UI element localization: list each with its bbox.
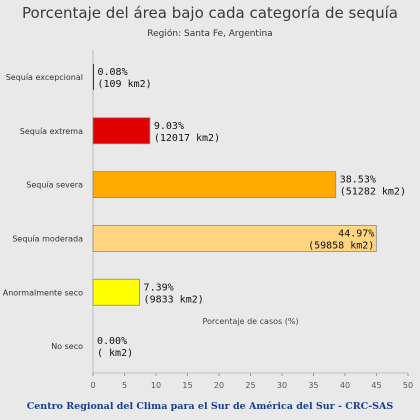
bar — [93, 63, 94, 90]
value-label: 9.03% — [154, 121, 184, 132]
bar — [92, 278, 140, 306]
value-label: 38.53% — [340, 175, 376, 186]
x-axis-label: Porcentaje de casos (%) — [202, 317, 298, 326]
category-label: Sequía extrema — [20, 127, 83, 136]
category-label: Sequía moderada — [12, 234, 83, 243]
x-tick-label: 45 — [371, 381, 381, 390]
value-label: 44.97% — [338, 228, 374, 239]
x-tick-label: 10 — [151, 381, 161, 390]
x-tick-label: 50 — [403, 381, 413, 390]
area-label: (51282 km2) — [340, 187, 406, 198]
x-tick-label: 25 — [245, 381, 255, 390]
bar — [92, 171, 337, 198]
x-tick-label: 15 — [182, 381, 192, 390]
x-tick-label: 30 — [277, 381, 287, 390]
x-tick-label: 40 — [340, 381, 350, 390]
value-label: 7.39% — [144, 282, 174, 293]
x-tick-label: 35 — [308, 381, 318, 390]
category-label: No seco — [51, 342, 83, 351]
chart-subtitle: Región: Santa Fe, Argentina — [147, 29, 273, 39]
value-label: 0.08% — [98, 67, 128, 78]
category-label: Sequía severa — [26, 181, 83, 190]
area-label: (9833 km2) — [144, 294, 204, 305]
area-label: ( km2) — [97, 348, 133, 359]
value-label: 0.00% — [97, 336, 127, 347]
footer-credit: Centro Regional del Clima para el Sur de… — [26, 401, 394, 412]
x-tick-label: 5 — [122, 381, 127, 390]
category-label: Anormalmente seco — [3, 288, 83, 297]
category-label: Sequía excepcional — [6, 73, 83, 82]
bar — [92, 225, 377, 252]
area-label: (109 km2) — [98, 79, 152, 90]
chart-title: Porcentaje del área bajo cada categoría … — [22, 4, 398, 22]
x-tick-label: 20 — [214, 381, 224, 390]
area-label: (12017 km2) — [154, 133, 220, 144]
x-tick-label: 0 — [90, 381, 95, 390]
area-label: (59858 km2) — [308, 240, 374, 251]
plot-area — [93, 50, 408, 373]
bar — [92, 117, 151, 145]
